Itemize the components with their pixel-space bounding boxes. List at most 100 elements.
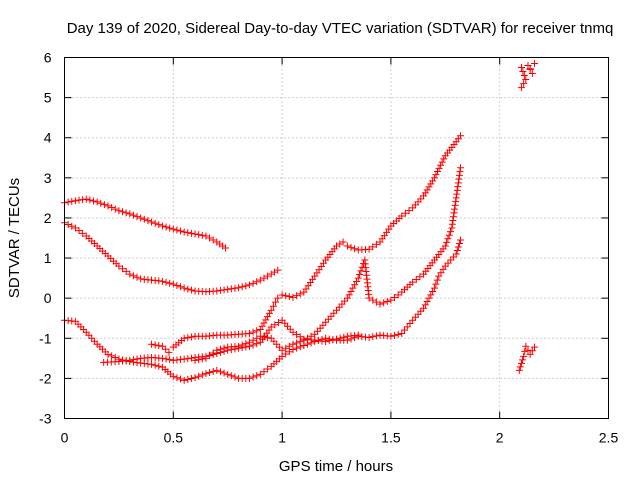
data-point (86, 196, 94, 204)
data-point (195, 231, 203, 239)
data-point (126, 210, 134, 218)
data-point (71, 197, 79, 205)
data-point (451, 205, 459, 213)
data-point (249, 279, 257, 287)
data-point (347, 287, 355, 295)
data-point (454, 243, 462, 251)
y-tick-label: 4 (44, 130, 52, 146)
data-point (162, 223, 170, 231)
data-point (349, 284, 357, 292)
data-point (126, 356, 134, 364)
data-point (169, 280, 177, 288)
data-point (180, 228, 188, 236)
data-point (269, 302, 277, 310)
data-point (452, 250, 460, 258)
data-point (245, 329, 253, 337)
x-axis-label: GPS time / hours (279, 458, 393, 475)
data-point (260, 274, 268, 282)
data-point (449, 216, 457, 224)
data-point (423, 298, 431, 306)
data-point (274, 294, 282, 302)
series-arc-descending-upper (61, 219, 282, 296)
data-point (245, 338, 253, 346)
data-point (108, 352, 116, 360)
data-point (119, 265, 127, 273)
data-point (354, 274, 362, 282)
x-tick-label: 0.5 (164, 430, 184, 446)
data-point (148, 360, 156, 368)
data-point (209, 367, 217, 375)
data-point (148, 340, 156, 348)
data-point (68, 197, 76, 205)
data-point (97, 199, 105, 207)
data-point (528, 70, 536, 78)
series-arc-top-left (61, 195, 230, 252)
data-point (416, 273, 424, 281)
data-point (256, 370, 264, 378)
data-point (369, 243, 377, 251)
x-tick-label: 2 (496, 430, 504, 446)
data-point (202, 232, 210, 240)
data-point (249, 373, 257, 381)
data-point (289, 293, 297, 301)
data-point (445, 231, 453, 239)
data-point (340, 333, 348, 341)
data-point (220, 369, 228, 377)
plot-frame (64, 57, 609, 419)
data-point (187, 354, 195, 362)
data-point (517, 84, 525, 92)
data-point (79, 229, 87, 237)
data-point (151, 219, 159, 227)
data-point (198, 231, 206, 239)
data-point (177, 375, 185, 383)
data-point (187, 333, 195, 341)
data-point (158, 277, 166, 285)
data-point (526, 65, 534, 73)
data-point (162, 345, 170, 353)
data-point (387, 332, 395, 340)
data-point (187, 229, 195, 237)
data-point (517, 359, 525, 367)
data-point (425, 294, 433, 302)
data-point (303, 334, 311, 342)
data-point (180, 334, 188, 342)
data-point (191, 374, 199, 382)
data-point (336, 334, 344, 342)
data-point (75, 196, 83, 204)
data-point (293, 339, 301, 347)
data-point (206, 234, 214, 242)
data-point (293, 292, 301, 300)
data-point (444, 235, 452, 243)
data-point (198, 355, 206, 363)
data-point (119, 208, 127, 216)
data-point (184, 285, 192, 293)
data-point (104, 350, 112, 358)
data-point (151, 361, 159, 369)
data-point (231, 284, 239, 292)
data-point (289, 340, 297, 348)
data-point (457, 164, 465, 172)
data-point (457, 132, 465, 140)
data-point (398, 212, 406, 220)
data-point (82, 195, 90, 203)
series-arc-middle-c (191, 164, 465, 364)
data-point (383, 298, 391, 306)
data-point (104, 202, 112, 210)
data-point (253, 327, 261, 335)
data-point (443, 238, 451, 246)
data-point (420, 192, 428, 200)
data-point (180, 376, 188, 384)
data-point (64, 220, 72, 228)
data-point (438, 158, 446, 166)
data-point (133, 273, 141, 281)
data-point (520, 352, 528, 360)
data-point (526, 350, 534, 358)
data-point (339, 238, 347, 246)
data-point (451, 201, 459, 209)
data-point (282, 344, 290, 352)
data-point (376, 300, 384, 308)
data-point (343, 242, 351, 250)
data-point (391, 331, 399, 339)
data-point (325, 337, 333, 345)
data-point (253, 334, 261, 342)
